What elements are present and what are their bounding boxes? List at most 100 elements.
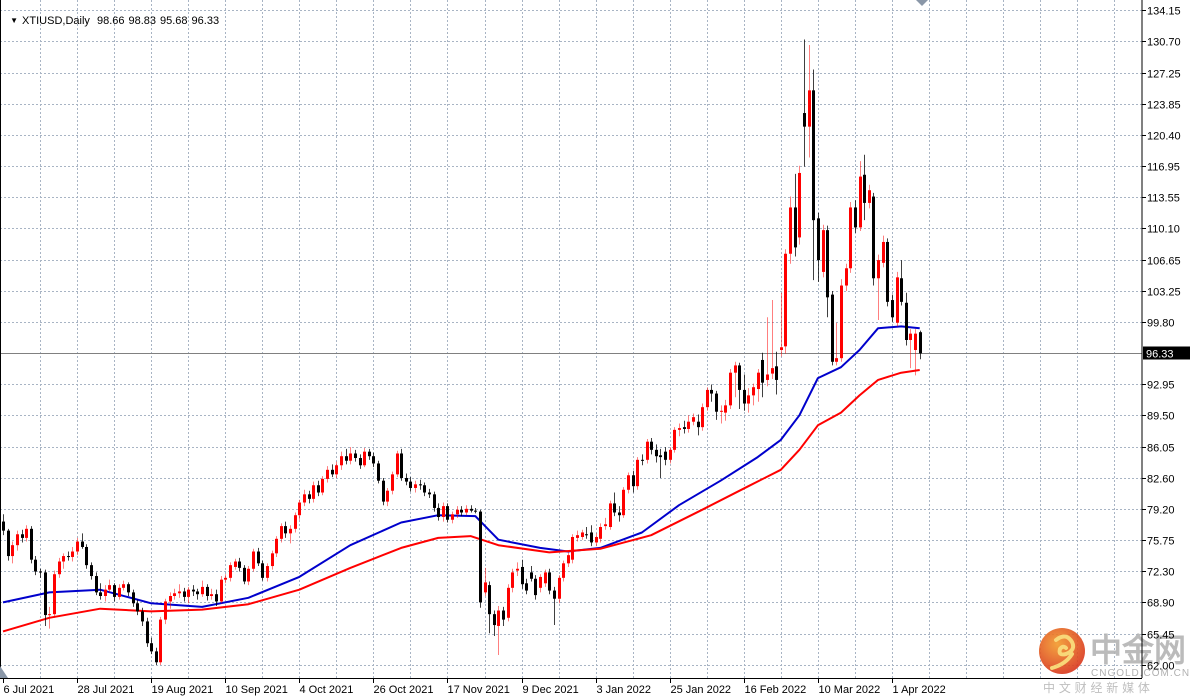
time-tick-label: 9 Dec 2021	[523, 684, 579, 696]
candle-body	[30, 528, 33, 560]
candle-body	[826, 230, 829, 298]
candle-bearish	[794, 173, 797, 257]
candle-body	[257, 551, 260, 564]
candle-body	[405, 477, 408, 482]
candle-bullish	[771, 300, 774, 380]
candle-body	[650, 441, 653, 450]
candle-body	[562, 563, 565, 578]
candle-body	[442, 506, 445, 518]
candle-body	[896, 277, 899, 323]
candle-bearish	[905, 292, 908, 346]
candle-body	[493, 614, 496, 626]
candle-body	[127, 584, 130, 593]
price-tick-label: 116.95	[1147, 162, 1180, 174]
candle-bearish	[90, 562, 93, 580]
candle-bullish	[780, 292, 783, 357]
candle-body	[85, 546, 88, 566]
candle-body	[340, 456, 343, 466]
candle-body	[460, 509, 463, 513]
candle-bullish	[669, 447, 672, 464]
candle-bearish	[261, 560, 264, 581]
candle-body	[368, 451, 371, 457]
candle-body	[354, 453, 357, 459]
candle-body	[646, 441, 649, 460]
time-tick-label: 6 Jul 2021	[4, 684, 55, 696]
candle-body	[595, 536, 598, 543]
candle-bullish	[442, 502, 445, 522]
candle-bearish	[826, 225, 829, 318]
candle-body	[900, 278, 903, 302]
candle-body	[173, 593, 176, 597]
candle-bullish	[391, 471, 394, 495]
candle-bullish	[567, 552, 570, 567]
price-tick-label: 103.25	[1147, 287, 1181, 299]
candle-body	[914, 333, 917, 350]
candle-body	[724, 405, 727, 413]
candle-bullish	[752, 383, 755, 406]
candle-body	[474, 510, 477, 512]
candle-body	[627, 475, 630, 490]
candle-bullish	[234, 558, 237, 570]
moving-average-line	[2, 369, 920, 633]
candle-body	[187, 589, 190, 597]
candle-body	[419, 484, 422, 486]
candle-body	[701, 407, 704, 428]
candle-bullish	[363, 448, 366, 468]
candle-bullish	[465, 505, 468, 516]
price-tick-label: 72.30	[1147, 567, 1175, 579]
candle-body	[771, 368, 774, 374]
candle-bullish	[497, 605, 500, 656]
candle-body	[146, 621, 149, 644]
candle-body	[683, 427, 686, 429]
candle-body	[571, 536, 574, 560]
candle-body	[891, 300, 894, 318]
candle-bullish	[914, 329, 917, 376]
candle-body	[377, 463, 380, 481]
candle-bearish	[354, 449, 357, 462]
candle-body	[44, 572, 47, 616]
candle-bullish	[576, 530, 579, 542]
candle-bearish	[132, 589, 135, 607]
chart-menu-icon[interactable]: ▼	[10, 16, 19, 25]
candle-body	[132, 592, 135, 604]
candle-bullish	[386, 487, 389, 507]
candle-body	[673, 429, 676, 450]
candle-body	[599, 527, 602, 539]
candle-bullish	[321, 476, 324, 496]
candle-body	[743, 389, 746, 404]
candle-bullish	[247, 566, 250, 586]
candle-bearish	[377, 460, 380, 484]
candle-bearish	[803, 39, 806, 167]
candle-bullish	[104, 585, 107, 602]
candle-bullish	[544, 569, 547, 587]
candle-bearish	[67, 551, 70, 561]
candle-bullish	[849, 202, 852, 273]
candle-body	[553, 590, 556, 599]
candle-body	[710, 389, 713, 394]
candle-body	[636, 459, 639, 487]
ohlc-low: 95.68	[160, 15, 188, 27]
candle-bearish	[331, 464, 334, 478]
candle-bearish	[215, 589, 218, 606]
candle-body	[585, 534, 588, 536]
candle-bearish	[405, 473, 408, 486]
candle-body	[169, 596, 172, 602]
candle-bullish	[349, 447, 352, 465]
candle-body	[548, 572, 551, 591]
price-tick-label: 134.15	[1147, 6, 1181, 18]
candle-body	[331, 469, 334, 475]
chart-shift-marker-icon[interactable]	[916, 0, 928, 6]
candle-bullish	[201, 580, 204, 597]
candle-body	[363, 451, 366, 466]
candle-bearish	[127, 582, 130, 597]
candle-bearish	[2, 514, 5, 536]
candle-bearish	[141, 607, 144, 626]
candle-bullish	[173, 588, 176, 600]
candle-body	[261, 563, 264, 578]
candle-body	[437, 507, 440, 518]
candle-body	[396, 453, 399, 475]
candle-bullish	[766, 317, 769, 387]
candle-bullish	[271, 550, 274, 570]
candle-bearish	[590, 525, 593, 547]
